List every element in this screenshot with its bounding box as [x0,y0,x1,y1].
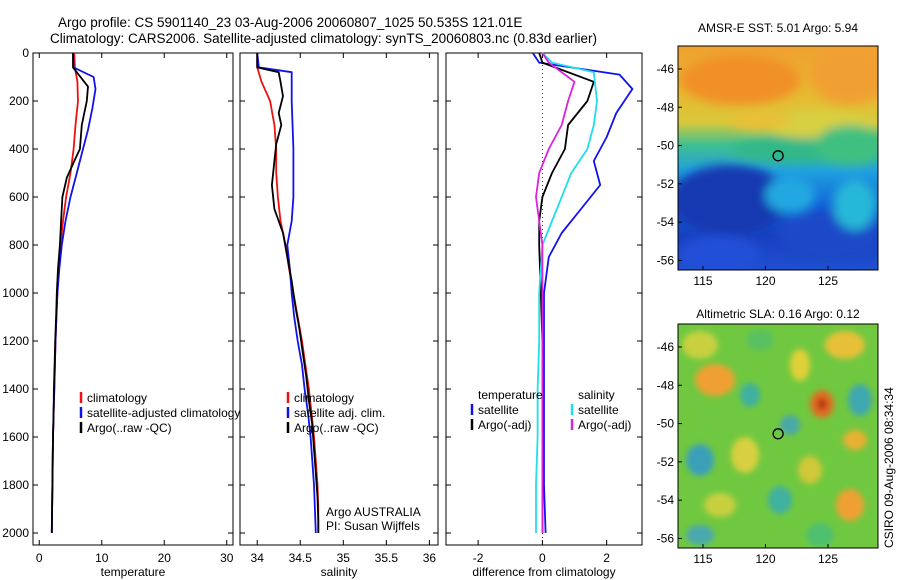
legend-entry: satellite-adjusted climatology [87,406,240,420]
salinity-panel: 34 34.5 35 35.5 36 salinity climatologysatelli… [239,52,439,579]
sst-map-y-tick-label: -52 [657,177,675,191]
difference-x-tick-label: 2 [603,551,610,565]
salinity-plot-frame [239,52,439,546]
sst-map-x-tick-label: 120 [755,274,775,288]
depth-tick-label: 800 [9,238,29,252]
depth-tick-label: 2000 [2,526,29,540]
legend-heading-salinity: salinity [578,388,615,402]
temperature-x-tick-label: 0 [36,551,43,565]
sst-map-x-tick-label: 125 [818,274,838,288]
legend-entry: climatology [87,391,147,405]
temperature-plot-frame [32,52,234,546]
sla-map-y-tick-label: -50 [657,417,675,431]
difference-series-satellite-salinity [535,52,598,533]
sla-map-x-tick-label: 115 [693,552,712,566]
credit-annotation: Argo AUSTRALIA [326,505,421,519]
salinity-x-tick-label: 35.5 [375,551,399,565]
temperature-x-tick-label: 10 [95,551,109,565]
legend-entry: satellite [578,403,619,417]
difference-x-axis-label: difference from climatology [472,565,615,579]
temperature-series-argo-raw-qc- [50,53,89,534]
sla-map-y-tick-label: -48 [657,378,675,392]
sst-map-y-tick-label: -54 [657,215,675,229]
sst-map-y-tick-label: -50 [657,139,675,153]
sla-map-y-tick-label: -52 [657,455,675,469]
sst-map-x-tick-label: 115 [693,274,712,288]
legend-entry: Argo(-adj) [578,418,631,432]
legend-entry: climatology [294,391,354,405]
salinity-x-axis-label: salinity [321,565,358,579]
salinity-x-tick-label: 34 [251,551,265,565]
depth-tick-label: 600 [9,190,29,204]
depth-tick-label: 0 [22,46,29,60]
depth-tick-label: 1400 [2,382,29,396]
salinity-x-tick-label: 34.5 [289,551,313,565]
legend-entry: Argo(..raw -QC) [87,421,172,435]
sla-map-x-tick-label: 120 [755,552,775,566]
sla-field [678,324,878,548]
difference-series-satellite-temperature [532,52,634,534]
sst-map-panel: AMSR-E SST: 5.01 Argo: 5.94 115 120 125 -46 -… [657,21,879,288]
temperature-x-tick-label: 20 [158,551,172,565]
header-line-2: Climatology: CARS2006. Satellite-adjuste… [50,31,597,46]
difference-x-tick-label: 0 [539,551,546,565]
legend-heading-temperature: temperature [478,388,543,402]
sst-field [678,46,878,270]
credit-label: CSIRO 09-Aug-2006 08:34:34 [882,387,896,548]
salinity-series-satellite-adj-clim- [256,52,317,534]
sla-map-y-tick-label: -54 [657,493,675,507]
sst-map-y-tick-label: -46 [657,62,675,76]
depth-tick-label: 400 [9,142,29,156]
sst-map-title: AMSR-E SST: 5.01 Argo: 5.94 [698,21,858,35]
sla-map-panel: Altimetric SLA: 0.16 Argo: 0.12 115 120 125… [657,307,879,566]
difference-series-argo-adj--salinity [535,52,576,533]
sla-map-y-tick-label: -46 [657,340,675,354]
difference-x-tick-label: -2 [473,551,484,565]
depth-tick-label: 200 [9,94,29,108]
sla-map-title: Altimetric SLA: 0.16 Argo: 0.12 [696,307,860,321]
salinity-x-tick-label: 35 [337,551,351,565]
depth-tick-label: 1200 [2,334,29,348]
salinity-series-argo-raw-qc- [256,53,320,533]
sst-map-argo-position-marker [772,150,784,162]
sst-map-y-tick-label: -56 [657,253,675,267]
temperature-x-axis-label: temperature [101,565,166,579]
depth-tick-label: 1000 [2,286,29,300]
depth-tick-label: 1800 [2,478,29,492]
legend-entry: Argo(-adj) [478,418,531,432]
sla-map-y-tick-label: -56 [657,531,675,545]
header-line-1: Argo profile: CS 5901140_23 03-Aug-2006 … [58,15,522,30]
sla-map-x-tick-label: 125 [818,552,838,566]
temperature-x-tick-label: 30 [220,551,234,565]
legend-entry: Argo(..raw -QC) [294,421,379,435]
sst-map-y-tick-label: -48 [657,100,675,114]
salinity-x-tick-label: 36 [423,551,437,565]
legend-entry: satellite [478,403,519,417]
credit-annotation: PI: Susan Wijffels [326,519,420,533]
legend-entry: satellite adj. clim. [294,406,385,420]
temperature-panel: 0 10 20 30 0 200 400 600 800 1000 1200 1400 1600 1800… [2,46,240,579]
sla-map-argo-position-marker [772,428,784,440]
depth-tick-label: 1600 [2,430,29,444]
